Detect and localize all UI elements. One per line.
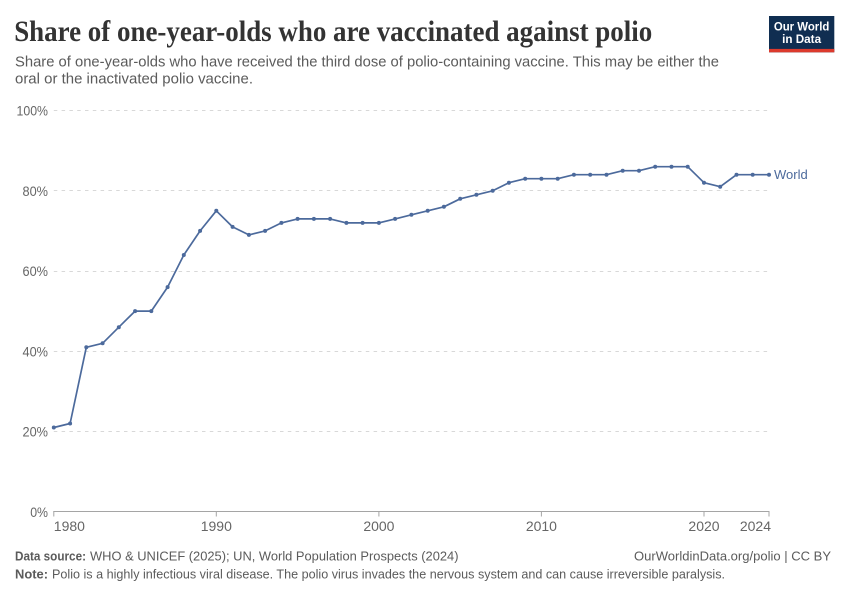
- svg-text:0%: 0%: [30, 504, 48, 520]
- svg-text:Data source:: Data source:: [15, 549, 86, 564]
- svg-text:40%: 40%: [23, 343, 49, 359]
- svg-text:WHO & UNICEF (2025); UN, World: WHO & UNICEF (2025); UN, World Populatio…: [90, 549, 459, 564]
- svg-text:in Data: in Data: [782, 32, 821, 46]
- svg-text:100%: 100%: [17, 103, 49, 119]
- svg-text:Share of one-year-olds who are: Share of one-year-olds who are vaccinate…: [14, 15, 652, 48]
- svg-text:World: World: [774, 167, 808, 182]
- svg-text:80%: 80%: [23, 183, 49, 199]
- svg-text:Share of one-year-olds who hav: Share of one-year-olds who have received…: [15, 55, 719, 71]
- svg-text:2020: 2020: [688, 518, 719, 534]
- svg-text:oral or the inactivated polio: oral or the inactivated polio vaccine.: [15, 72, 253, 88]
- svg-text:1980: 1980: [54, 518, 85, 534]
- svg-text:60%: 60%: [23, 263, 49, 279]
- svg-text:1990: 1990: [201, 518, 232, 534]
- svg-text:OurWorldinData.org/polio | CC: OurWorldinData.org/polio | CC BY: [634, 549, 831, 564]
- svg-text:Note:: Note:: [15, 567, 48, 582]
- svg-text:2000: 2000: [363, 518, 394, 534]
- svg-text:2010: 2010: [526, 518, 557, 534]
- svg-text:Polio is a highly infectious v: Polio is a highly infectious viral disea…: [52, 567, 725, 582]
- svg-text:Our World: Our World: [774, 19, 830, 33]
- svg-text:2024: 2024: [740, 518, 771, 534]
- svg-text:20%: 20%: [23, 424, 49, 440]
